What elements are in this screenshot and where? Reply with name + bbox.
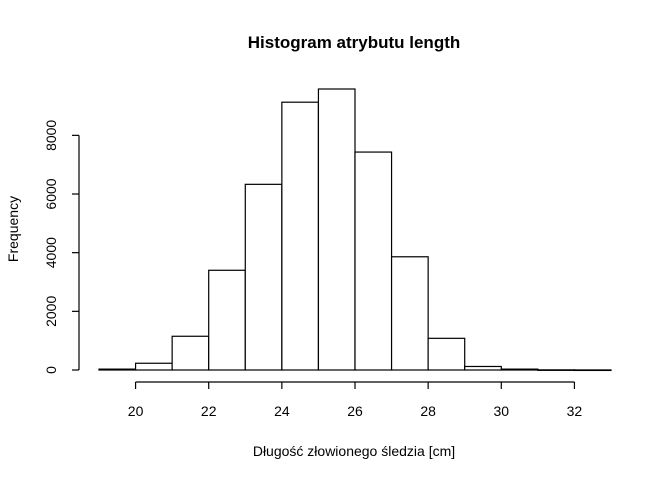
x-tick-label: 22 bbox=[201, 403, 217, 419]
histogram-bar bbox=[390, 256, 429, 371]
histogram-bar bbox=[98, 368, 137, 371]
histogram-bar bbox=[537, 369, 576, 371]
x-tick-label: 26 bbox=[347, 403, 363, 419]
x-tick-label: 32 bbox=[567, 403, 583, 419]
y-tick-label: 4000 bbox=[43, 237, 59, 268]
bars-group bbox=[98, 88, 612, 372]
histogram-bar bbox=[427, 337, 466, 371]
histogram-bar bbox=[171, 335, 210, 371]
x-tick-label: 30 bbox=[493, 403, 509, 419]
y-axis-label: Frequency bbox=[5, 196, 21, 262]
chart-title: Histogram atrybutu length bbox=[248, 33, 461, 52]
histogram-bar bbox=[354, 151, 393, 371]
y-tick-label: 8000 bbox=[43, 120, 59, 151]
x-axis: 20 22 24 26 28 30 32 bbox=[128, 381, 583, 419]
x-axis-label: Długość złowionego śledzia [cm] bbox=[253, 443, 455, 459]
histogram-bar bbox=[208, 269, 246, 371]
y-axis: 0 2000 4000 6000 8000 bbox=[43, 120, 80, 374]
y-tick-label: 6000 bbox=[43, 178, 59, 209]
x-tick-label: 20 bbox=[128, 403, 144, 419]
x-tick-label: 24 bbox=[274, 403, 290, 419]
histogram-bar bbox=[244, 183, 283, 371]
histogram-bar bbox=[281, 101, 320, 371]
y-tick-label: 0 bbox=[43, 366, 59, 374]
y-tick-label: 2000 bbox=[43, 296, 59, 327]
histogram-bar bbox=[464, 365, 502, 371]
histogram-bar bbox=[500, 368, 539, 371]
histogram-bar bbox=[573, 369, 612, 372]
histogram-bar bbox=[134, 362, 173, 371]
x-tick-label: 28 bbox=[420, 403, 436, 419]
histogram-bar bbox=[317, 88, 356, 371]
